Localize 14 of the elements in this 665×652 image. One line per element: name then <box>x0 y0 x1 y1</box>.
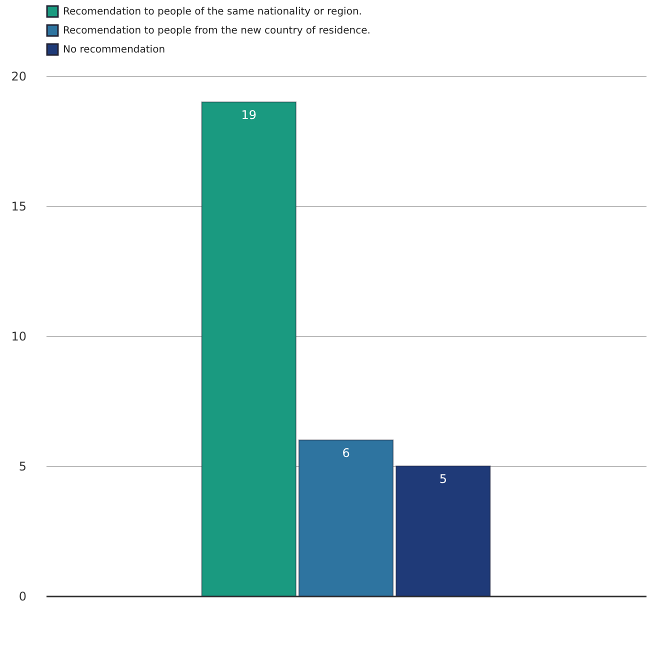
bar <box>201 102 296 596</box>
data-label: 5 <box>439 472 447 486</box>
legend-label: Recomendation to people from the new country of residence. <box>63 26 370 36</box>
y-tick-label: 0 <box>18 590 26 604</box>
y-tick-label: 5 <box>18 460 26 474</box>
y-tick-label: 20 <box>11 70 26 84</box>
bar <box>298 440 394 596</box>
y-tick-label: 15 <box>11 200 26 214</box>
bar <box>396 466 491 596</box>
data-label: 6 <box>342 446 350 460</box>
legend-label: No recommendation <box>63 44 166 56</box>
data-label: 19 <box>241 108 257 122</box>
legend-label: Recomendation to people of the same nationality or region. <box>63 6 362 18</box>
y-tick-label: 10 <box>11 330 26 344</box>
